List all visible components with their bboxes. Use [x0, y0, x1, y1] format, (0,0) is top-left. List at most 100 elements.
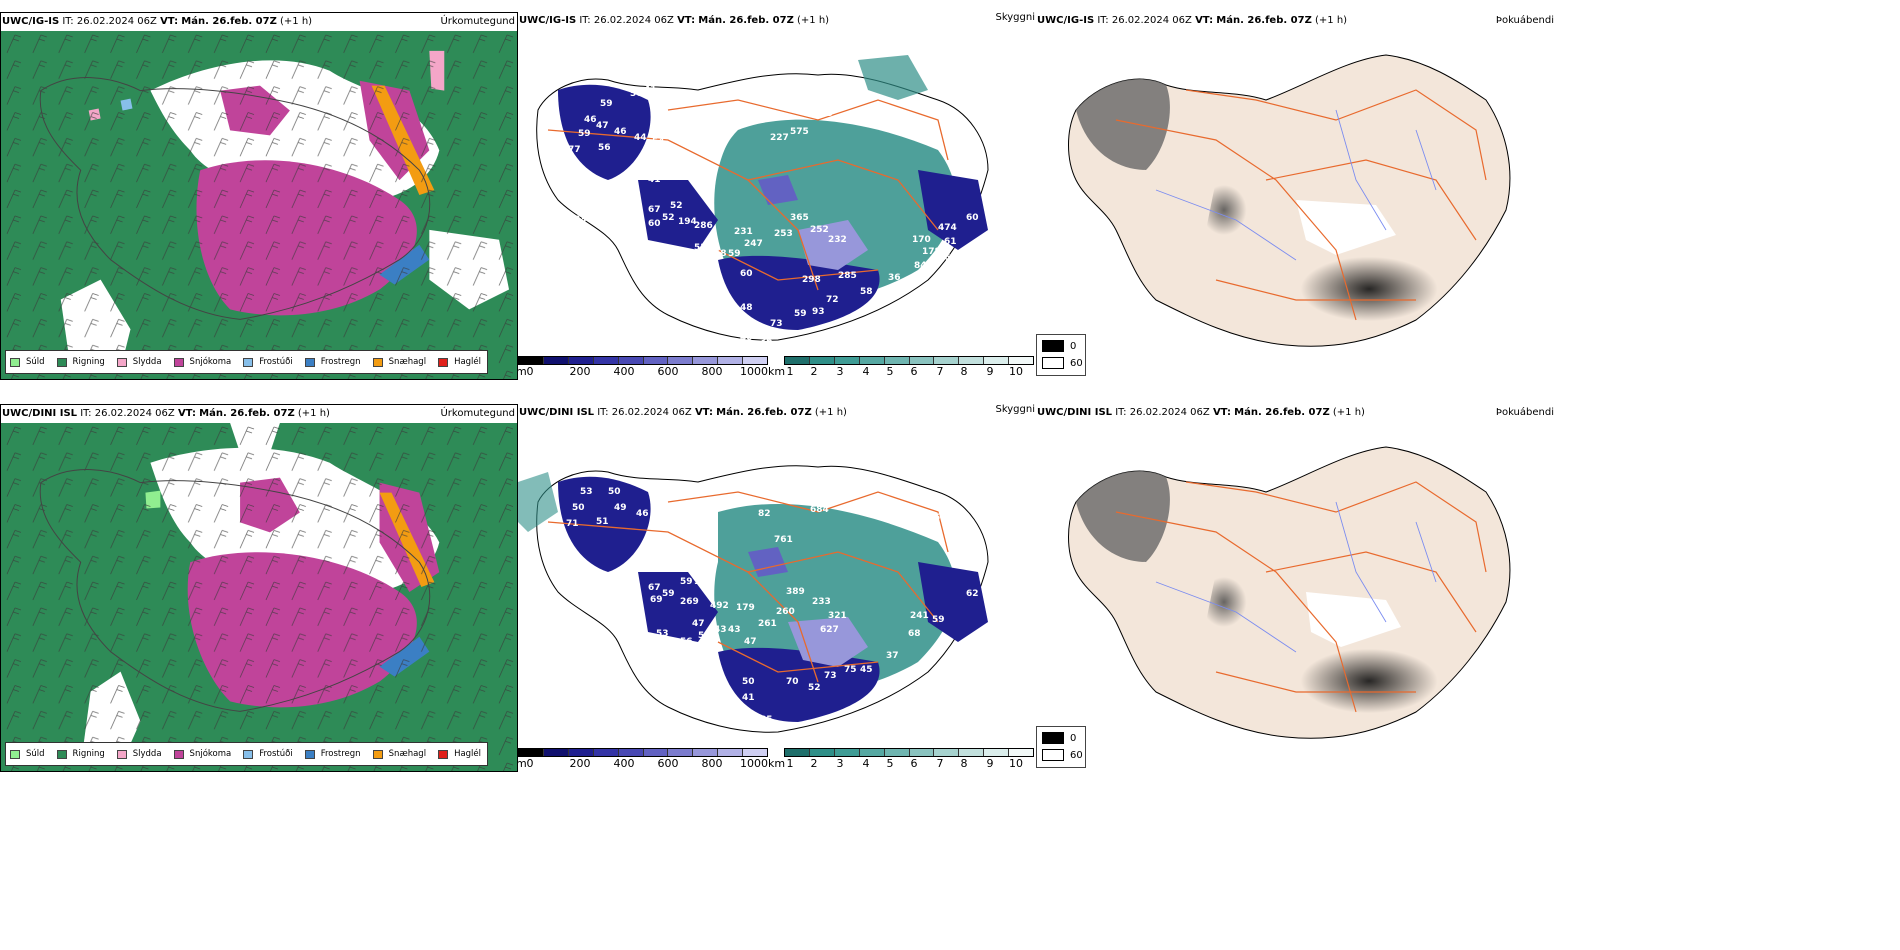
cloud-label: 233 — [814, 109, 833, 119]
colorbar-tick: 800 — [701, 757, 723, 770]
cloud-label: 39 — [622, 205, 635, 215]
swatch — [56, 749, 67, 759]
cloud-label: 59 — [932, 615, 945, 625]
cloud-label: 95 — [668, 115, 681, 125]
cloud-label: 66 — [938, 253, 951, 263]
precip-map — [1, 423, 517, 771]
cloud-label: 59 — [600, 99, 613, 109]
legend-item-sudl: Súld — [10, 749, 45, 759]
legend-item-frostudi: Frostúði — [243, 357, 293, 367]
fog-map — [1036, 30, 1556, 380]
swatch — [116, 749, 127, 759]
cloud-label: 33 — [574, 215, 587, 225]
cloud-label: 43 — [714, 625, 727, 635]
colorbar-tick: 3 — [836, 365, 844, 378]
colorbar-unit: km — [768, 757, 786, 770]
colorbar-tick: 9 — [986, 757, 994, 770]
colorbar-swatches — [518, 356, 768, 365]
colorbar-tick: 1000 — [740, 365, 768, 378]
panel-header: UWC/IG-IS IT: 26.02.2024 06Z VT: Mán. 26… — [1, 13, 517, 31]
cloud-label: 474 — [938, 223, 957, 233]
cloud-label: 269 — [680, 597, 699, 607]
cloud-label: 286 — [694, 221, 713, 231]
cloud-label: 123 — [674, 663, 693, 673]
precip-legend: Súld Rigning Slydda Snjókoma Frostúði Fr… — [5, 350, 489, 374]
panel-title: Skyggni — [995, 404, 1035, 415]
cloud-label: 112 — [670, 289, 689, 299]
legend-item-haglel: Haglél — [438, 749, 481, 759]
colorbar-tick: 5 — [886, 757, 894, 770]
cloud-label: 73 — [824, 671, 837, 681]
cloud-label: 37 — [886, 651, 899, 661]
swatch — [304, 749, 315, 759]
colorbar-tick: 600 — [657, 757, 679, 770]
cloud-label: 46 — [698, 255, 711, 265]
cloud-label: 47 — [692, 619, 705, 629]
panel-header: UWC/IG-IS IT: 26.02.2024 06Z VT: Mán. 26… — [518, 12, 1038, 30]
swatch — [304, 357, 315, 367]
colorbar-tick: 6 — [910, 365, 918, 378]
cloud-label: 52 — [808, 683, 821, 693]
cloudbase-labels-2: 36 53 50 69 50 49 46 71 51 56 55 42 35 5… — [566, 459, 981, 725]
legend-item-rigning: Rigning — [56, 749, 105, 759]
swatch — [438, 357, 449, 367]
cloud-label: 56 — [680, 637, 693, 647]
colorbar-tick: 8 — [960, 757, 968, 770]
colorbar-swatches — [784, 356, 1034, 365]
colorbar-tick: 9 — [986, 365, 994, 378]
cloud-label: 984 — [912, 495, 931, 505]
colorbar-tick: 1 — [786, 365, 794, 378]
visibility-colorbar-2: km 1 2 3 4 5 6 7 8 9 10 — [768, 748, 1034, 771]
fog-map — [1036, 422, 1556, 772]
swatch — [1042, 732, 1064, 744]
cloud-label: 93 — [812, 307, 825, 317]
legend-item-snjokoma: Snjókoma — [173, 357, 231, 367]
cloud-label: 79 — [660, 299, 673, 309]
cloud-label: 389 — [786, 587, 805, 597]
cloud-label: 52 — [662, 213, 675, 223]
cloud-panel-2: UWC/DINI ISL IT: 26.02.2024 06Z VT: Mán.… — [518, 404, 1038, 774]
cloud-label: 260 — [776, 607, 795, 617]
cloud-label: 45 — [860, 665, 873, 675]
colorbar-tick: 7 — [936, 757, 944, 770]
swatch — [10, 749, 20, 759]
colorbar-tick: 7 — [936, 365, 944, 378]
swatch — [438, 749, 449, 759]
precip-panel-2: UWC/DINI ISL IT: 26.02.2024 06Z VT: Mán.… — [0, 404, 518, 772]
cloud-label: 49 — [614, 503, 627, 513]
cloud-label: 41 — [648, 175, 661, 185]
colorbar-tick: 2 — [810, 365, 818, 378]
cloud-label: 40 — [740, 333, 753, 343]
colorbar-ticks: km 1 2 3 4 5 6 7 8 9 10 — [768, 365, 1034, 379]
panel-header: UWC/DINI ISL IT: 26.02.2024 06Z VT: Mán.… — [1, 405, 517, 423]
cloud-label: 207 — [962, 551, 981, 561]
colorbar-tick: 1000 — [740, 757, 768, 770]
cloud-label: 35 — [760, 715, 773, 725]
precip-map — [1, 31, 517, 379]
precip-legend: Súld Rigning Slydda Snjókoma Frostúði Fr… — [5, 742, 489, 766]
cloud-label: 50 — [572, 503, 585, 513]
precip-panel-1: UWC/IG-IS IT: 26.02.2024 06Z VT: Mán. 26… — [0, 12, 518, 380]
fog-legend-row: 0 — [1042, 340, 1076, 352]
swatch — [243, 749, 254, 759]
cloud-label: 58 — [860, 287, 873, 297]
cloud-label: 45 — [658, 251, 671, 261]
cloud-label: 41 — [742, 693, 755, 703]
cloud-label: 77 — [568, 145, 581, 155]
cloud-label: 298 — [802, 275, 821, 285]
cloud-label: 82 — [758, 509, 771, 519]
cloud-label: 72 — [826, 295, 839, 305]
cloud-label: 575 — [790, 127, 809, 137]
cloud-label: 60 — [648, 219, 661, 229]
cloud-label: 232 — [828, 235, 847, 245]
cloud-label: 179 — [736, 603, 755, 613]
cloud-map: 50 41 59 95 46 47 46 44 54 59 77 56 56 4… — [518, 30, 1038, 350]
cloud-label: 67 — [648, 205, 661, 215]
cloud-label: 37 — [738, 711, 751, 721]
cloud-label: 59 — [680, 577, 693, 587]
fog-legend: 0 60 — [1036, 726, 1086, 768]
panel-title: Þokuábendi — [1495, 15, 1554, 26]
legend-item-snaehagl: Snæhagl — [372, 749, 426, 759]
cloud-label: 365 — [790, 213, 809, 223]
cloud-label: 285 — [838, 271, 857, 281]
